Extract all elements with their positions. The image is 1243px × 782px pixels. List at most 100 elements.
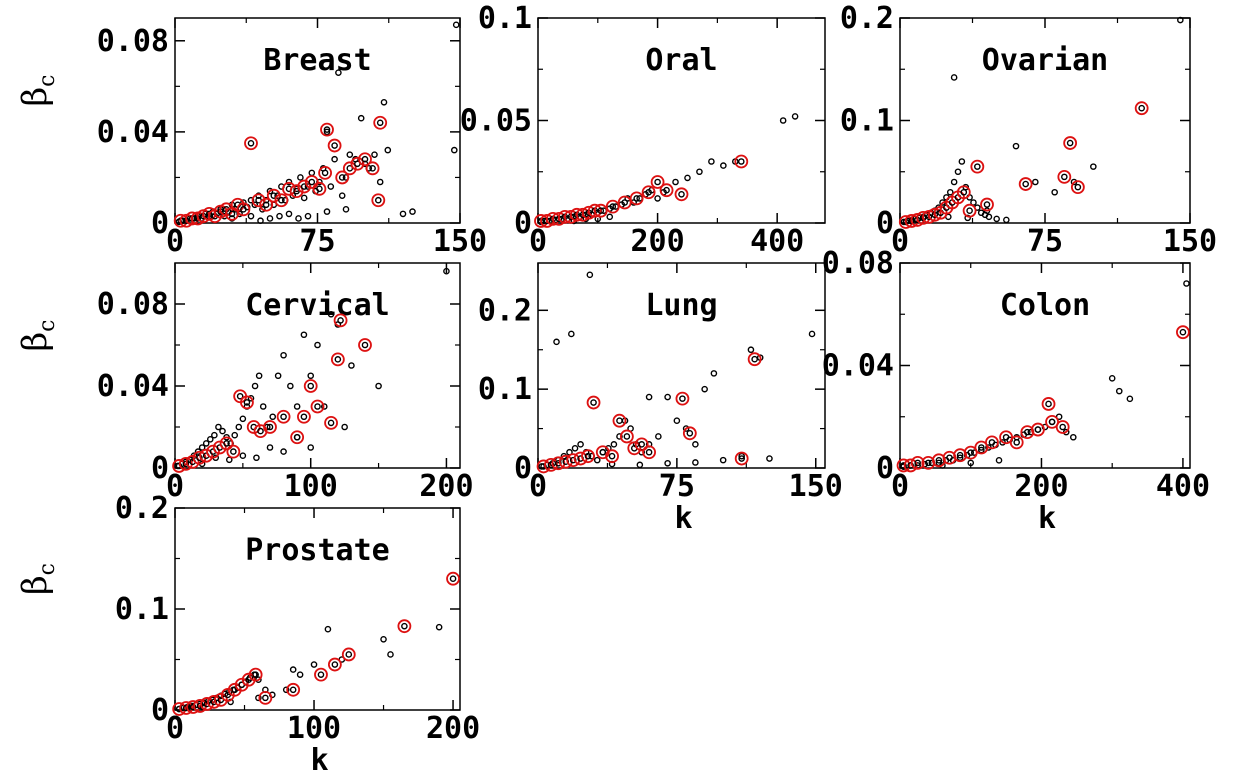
data-point-red-core (679, 395, 686, 402)
data-point-red-core (401, 622, 408, 630)
data-point-red-core (924, 459, 932, 467)
data-point-red-core (374, 196, 382, 204)
data-point (338, 192, 346, 199)
x-tick-label: 200 (630, 224, 684, 259)
panel-title: Oral (645, 43, 717, 78)
data-point-red (365, 161, 380, 176)
data-point-red (304, 175, 319, 189)
data-point-red (674, 187, 689, 202)
data-point (300, 331, 308, 339)
x-tick-label: 200 (1014, 469, 1068, 504)
data-point-red (605, 199, 620, 214)
data-point-red (1070, 180, 1085, 195)
data-point (206, 435, 214, 443)
data-point (1051, 188, 1058, 196)
data-point-red (248, 667, 263, 682)
data-point (285, 178, 293, 186)
data-point-red (286, 682, 301, 697)
data-point-red-core (974, 163, 981, 170)
data-point-red-core (1045, 400, 1052, 408)
data-point-red-core (280, 413, 287, 421)
data-point (380, 98, 388, 106)
data-point (282, 686, 290, 694)
data-point-red-core (914, 459, 921, 467)
data-point (215, 423, 222, 431)
data-point-red (324, 415, 338, 430)
data-point-red (172, 702, 187, 716)
data-point-red-core (236, 392, 244, 400)
data-point-red-core (1059, 423, 1066, 431)
data-point (1183, 280, 1190, 287)
panel-breast: 0 75 150 0 0.04 0.08 Breast βc (15, 17, 487, 259)
data-point-red-core (608, 452, 616, 460)
data-point-red-core (243, 399, 251, 406)
data-point (673, 417, 681, 424)
data-point-red (240, 395, 254, 410)
data-point-red-core (257, 427, 264, 435)
panel-title: Colon (1000, 288, 1090, 323)
y-axis-label: βc (15, 563, 60, 595)
data-point (308, 169, 316, 177)
data-point-red (1063, 136, 1078, 150)
data-point-red (1055, 420, 1070, 434)
data-point-red-core (278, 196, 285, 204)
data-point-red-core (361, 341, 369, 349)
data-point-red-core (321, 169, 329, 177)
data-point-red-core (289, 686, 297, 694)
data-point-red (327, 138, 342, 153)
y-tick-label: 0.1 (478, 1, 532, 36)
data-point (682, 425, 690, 432)
x-axis-label: k (310, 743, 328, 778)
data-point (280, 351, 287, 359)
data-point-red-core (645, 188, 652, 196)
data-point (376, 178, 384, 186)
data-point (304, 212, 312, 220)
data-point (1115, 387, 1123, 395)
data-point-red (251, 193, 266, 208)
panel-ovarian: 0 75 150 0 0.1 0.2 Ovarian (840, 1, 1217, 259)
data-point (287, 382, 294, 390)
data-point-red (1041, 397, 1056, 411)
data-point (323, 128, 331, 136)
data-point-red-core (323, 126, 331, 133)
data-point (348, 362, 355, 369)
data-point-red (310, 399, 325, 414)
data-point-red (297, 179, 312, 194)
data-point-red-core (317, 671, 325, 678)
data-point-red (641, 185, 656, 200)
data-point-red (659, 183, 674, 198)
data-point (269, 413, 277, 421)
data-point (1003, 216, 1010, 224)
panel-title: Prostate (245, 533, 390, 568)
y-tick-label: 0.04 (97, 369, 169, 404)
data-point-red-core (376, 119, 384, 127)
data-point (327, 183, 335, 190)
data-point (399, 210, 407, 218)
data-point (672, 178, 679, 186)
data-point-red (263, 420, 277, 434)
data-point (1108, 375, 1116, 382)
data-point (964, 214, 971, 222)
data-point (571, 444, 579, 452)
data-point (1177, 16, 1184, 24)
data-point-red (330, 352, 345, 367)
data-point-red (617, 195, 632, 210)
data-point (452, 21, 460, 29)
data-point-red (179, 701, 194, 715)
y-tick-label: 0.08 (97, 287, 169, 322)
data-point (342, 206, 350, 213)
data-point-red-core (555, 459, 562, 467)
data-point-red-core (266, 423, 274, 431)
y-tick-label: 0 (876, 206, 894, 241)
data-point-red (312, 181, 327, 196)
data-point (239, 415, 247, 423)
data-point-red (186, 700, 200, 714)
data-point (954, 168, 962, 176)
data-point-red-core (983, 201, 991, 208)
data-point-red (258, 690, 273, 705)
data-point (1069, 433, 1077, 441)
panel-colon: 0 200 400 0 0.04 0.08 Colon k (822, 246, 1210, 536)
data-point (251, 382, 259, 390)
data-point-red (206, 444, 220, 459)
